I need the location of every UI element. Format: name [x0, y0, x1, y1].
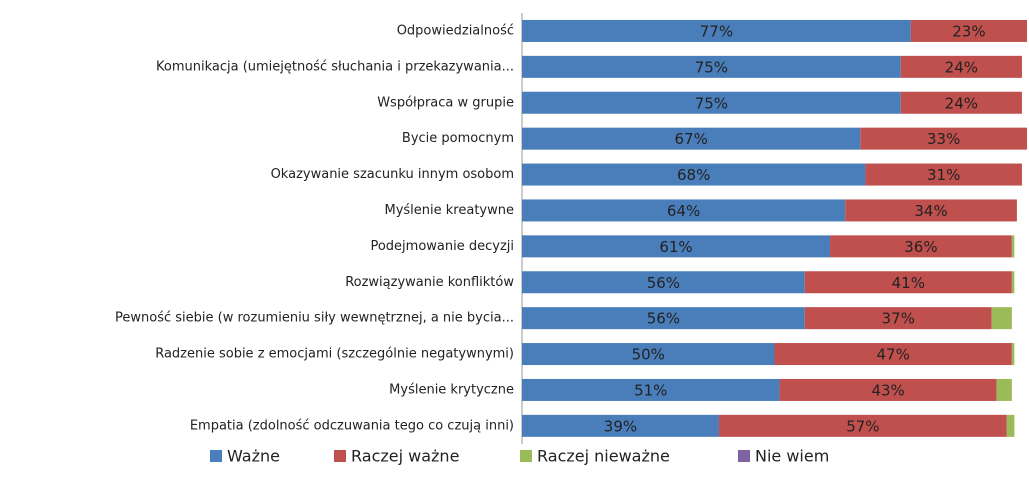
bar-segment — [830, 235, 1012, 258]
bar-segment — [860, 127, 1027, 150]
legend-swatch — [210, 450, 222, 462]
value-label: 57% — [846, 417, 879, 435]
legend-swatch — [520, 450, 532, 462]
value-label: 64% — [667, 202, 700, 220]
bar-segment — [996, 378, 1012, 401]
bar-segment — [522, 235, 831, 258]
category-label: Okazywanie szacunku innym osobom — [271, 167, 514, 182]
bar-segment — [1011, 271, 1015, 294]
legend-label: Raczej ważne — [351, 447, 459, 466]
value-label: 77% — [700, 22, 733, 40]
category-label: Komunikacja (umiejętność słuchania i prz… — [156, 59, 514, 74]
bar-segment — [522, 378, 780, 401]
bar-segment — [522, 271, 805, 294]
value-label: 33% — [927, 130, 960, 148]
value-label: 56% — [647, 274, 680, 292]
bar-segment — [804, 271, 1012, 294]
legend-label: Raczej nieważne — [537, 447, 670, 466]
bar-segment — [865, 163, 1022, 186]
value-label: 24% — [945, 94, 978, 112]
value-label: 43% — [871, 381, 904, 399]
bar-segment — [910, 19, 1027, 42]
value-label: 34% — [914, 202, 947, 220]
value-label: 61% — [659, 238, 692, 256]
bar-segment — [1011, 235, 1015, 258]
value-label: 39% — [604, 417, 637, 435]
value-label: 51% — [634, 381, 667, 399]
bar-segment — [779, 378, 997, 401]
bar-segment — [522, 414, 719, 437]
category-label: Myślenie kreatywne — [385, 203, 515, 218]
category-label: Rozwiązywanie konfliktów — [345, 275, 514, 290]
bar-segment — [522, 343, 775, 366]
bar-segment — [522, 163, 866, 186]
value-label: 37% — [882, 310, 915, 328]
category-label: Radzenie sobie z emocjami (szczególnie n… — [155, 347, 514, 362]
bar-segment — [522, 55, 901, 78]
bar-segment — [991, 307, 1012, 330]
value-label: 67% — [675, 130, 708, 148]
bar-segment — [522, 19, 911, 42]
value-label: 24% — [945, 58, 978, 76]
value-label: 41% — [892, 274, 925, 292]
value-label: 36% — [904, 238, 937, 256]
value-label: 23% — [952, 22, 985, 40]
bar-segment — [522, 91, 901, 114]
bar-segment — [718, 414, 1007, 437]
category-label: Odpowiedzialność — [397, 23, 514, 38]
bar-segment — [774, 343, 1012, 366]
category-label: Myślenie krytyczne — [389, 382, 514, 397]
bar-segment — [522, 307, 805, 330]
bar-segment — [1006, 414, 1015, 437]
value-label: 56% — [647, 310, 680, 328]
value-label: 31% — [927, 166, 960, 184]
legend-label: Ważne — [227, 447, 280, 466]
bar-segment — [804, 307, 992, 330]
legend-swatch — [334, 450, 346, 462]
value-label: 75% — [695, 58, 728, 76]
bar-segment — [522, 127, 861, 150]
value-label: 47% — [877, 346, 910, 364]
category-label: Pewność siebie (w rozumieniu siły wewnęt… — [115, 311, 514, 326]
legend-label: Nie wiem — [755, 447, 829, 466]
bar-segment — [1011, 343, 1015, 366]
category-label: Podejmowanie decyzji — [370, 239, 514, 254]
value-label: 50% — [632, 346, 665, 364]
category-label: Współpraca w grupie — [377, 95, 514, 110]
bar-segment — [522, 199, 846, 222]
bar-segment — [845, 199, 1017, 222]
bar-segment — [900, 55, 1022, 78]
value-label: 75% — [695, 94, 728, 112]
category-label: Empatia (zdolność odczuwania tego co czu… — [190, 418, 514, 433]
legend-swatch — [738, 450, 750, 462]
value-label: 68% — [677, 166, 710, 184]
bar-segment — [900, 91, 1022, 114]
category-label: Bycie pomocnym — [402, 131, 514, 146]
